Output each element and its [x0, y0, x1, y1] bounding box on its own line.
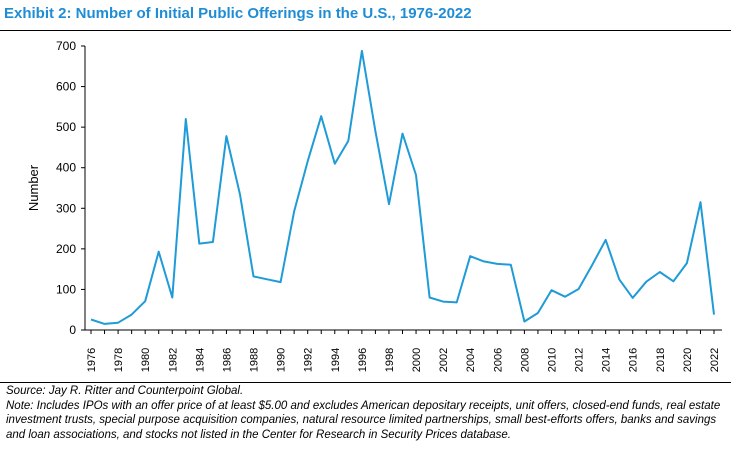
x-tick-label: 1990 — [276, 348, 288, 372]
chart-title: Exhibit 2: Number of Initial Public Offe… — [4, 5, 472, 22]
x-tick-label: 2012 — [574, 348, 586, 372]
x-tick-label: 2002 — [438, 348, 450, 372]
x-tick-label: 1996 — [357, 348, 369, 372]
x-tick-label: 2020 — [682, 348, 694, 372]
x-tick-label: 2006 — [492, 348, 504, 372]
x-tick-label: 2014 — [601, 348, 613, 372]
x-tick-label: 1992 — [303, 348, 315, 372]
chart-notes: Source: Jay R. Ritter and Counterpoint G… — [6, 384, 728, 442]
y-tick-label: 0 — [69, 323, 76, 337]
x-tick-label: 1988 — [249, 348, 261, 372]
note-text: Note: Includes IPOs with an offer price … — [6, 399, 721, 441]
x-tick-label: 2004 — [465, 348, 477, 372]
y-tick-label: 700 — [56, 39, 76, 53]
x-tick-label: 2008 — [519, 348, 531, 372]
y-tick-label: 300 — [56, 201, 76, 215]
x-tick-label: 2010 — [546, 348, 558, 372]
x-tick-label: 1998 — [384, 348, 396, 372]
x-tick-label: 1976 — [86, 348, 98, 372]
x-tick-label: 2000 — [411, 348, 423, 372]
x-tick-label: 2022 — [709, 348, 721, 372]
x-tick-label: 2018 — [655, 348, 667, 372]
bottom-divider — [0, 382, 731, 383]
x-tick-label: 1982 — [167, 348, 179, 372]
x-tick-label: 1984 — [194, 348, 206, 372]
y-axis-label: Number — [26, 164, 41, 211]
x-tick-label: 1980 — [140, 348, 152, 372]
x-tick-label: 1978 — [113, 348, 125, 372]
x-axis-ticks: 1976 1978 1980 1982 1984 1986 1988 1990 1992 1994… — [86, 330, 721, 372]
x-tick-label: 2016 — [628, 348, 640, 372]
y-axis-ticks: 0 100 200 300 400 500 600 700 — [56, 39, 85, 337]
x-tick-label: 1986 — [221, 348, 233, 372]
y-tick-label: 100 — [56, 282, 76, 296]
y-tick-label: 200 — [56, 242, 76, 256]
x-tick-label: 1994 — [330, 348, 342, 372]
chart-axes — [84, 46, 722, 331]
top-divider — [0, 30, 731, 31]
y-tick-label: 600 — [56, 80, 76, 94]
y-tick-label: 400 — [56, 161, 76, 175]
source-text: Source: Jay R. Ritter and Counterpoint G… — [6, 385, 244, 397]
y-tick-label: 500 — [56, 120, 76, 134]
series-line-ipos — [90, 49, 715, 325]
